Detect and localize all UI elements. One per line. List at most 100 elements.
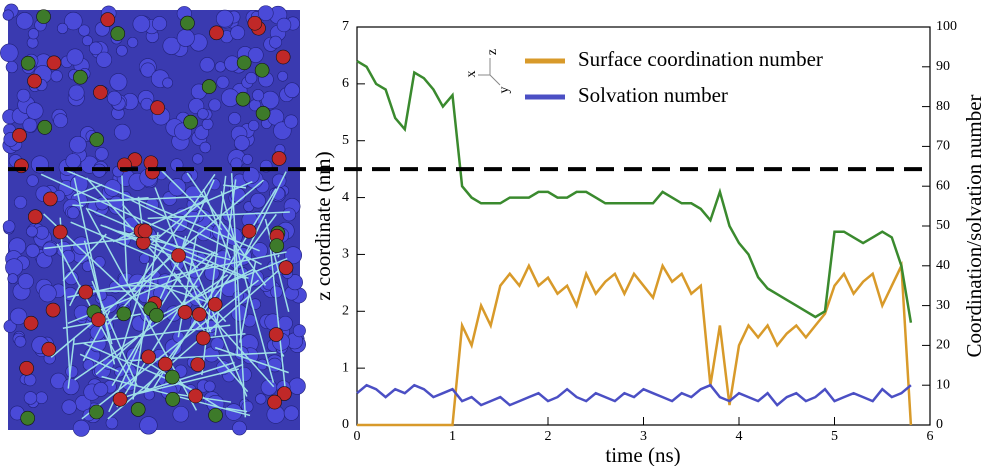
atom xyxy=(66,206,80,220)
ion xyxy=(130,402,146,417)
y2-tick-label: 30 xyxy=(936,298,950,313)
atom xyxy=(53,113,68,128)
atom xyxy=(292,324,306,338)
y-tick-label: 5 xyxy=(342,133,349,148)
atom xyxy=(277,70,289,82)
atom xyxy=(234,135,250,151)
atom xyxy=(26,102,44,120)
atom xyxy=(232,420,247,436)
ion xyxy=(209,25,224,41)
x-tick-label: 1 xyxy=(449,429,456,444)
molecular-snapshot xyxy=(0,3,307,437)
carbon-bond xyxy=(72,204,84,207)
ion xyxy=(36,9,51,24)
atom xyxy=(201,118,214,130)
atom xyxy=(96,51,113,68)
atom xyxy=(26,225,38,238)
atom xyxy=(82,359,95,371)
atom xyxy=(27,28,39,40)
series-line xyxy=(356,383,912,407)
ion xyxy=(183,114,198,130)
ion xyxy=(207,297,223,312)
ion xyxy=(23,315,39,331)
icon-label: x xyxy=(464,71,479,78)
atom xyxy=(247,47,264,63)
atom xyxy=(14,335,27,348)
ion xyxy=(275,49,291,65)
ion xyxy=(177,304,193,320)
series-line xyxy=(357,260,913,427)
atom xyxy=(61,399,77,415)
ion xyxy=(278,260,294,275)
carbon-bond xyxy=(112,199,206,243)
atom xyxy=(81,35,93,47)
atom xyxy=(248,119,260,132)
ion xyxy=(268,327,284,342)
carbon-bond xyxy=(67,251,287,298)
carbon-bond xyxy=(145,360,220,409)
atom xyxy=(172,405,189,423)
ion xyxy=(247,15,263,31)
atom xyxy=(16,12,34,30)
ion xyxy=(277,386,292,401)
y2-tick-label: 40 xyxy=(936,258,950,273)
carbon-bond xyxy=(151,196,208,244)
x-axis-label: time (ns) xyxy=(605,443,680,466)
legend-label: Solvation number xyxy=(578,83,728,107)
atom xyxy=(197,108,209,120)
y2-tick-label: 100 xyxy=(936,19,957,34)
atom xyxy=(176,28,195,47)
atom xyxy=(262,276,277,291)
atom xyxy=(72,419,90,437)
atom xyxy=(228,112,242,126)
y-tick-label: 6 xyxy=(342,76,349,91)
atom xyxy=(225,403,243,421)
atom xyxy=(162,77,174,89)
atom xyxy=(68,84,85,101)
atom xyxy=(192,153,204,165)
atom xyxy=(50,70,63,83)
carbon-bond xyxy=(62,233,107,282)
ion xyxy=(41,341,57,357)
ion xyxy=(112,391,128,407)
atom xyxy=(17,273,34,290)
atom xyxy=(132,15,151,33)
carbon-bond xyxy=(233,244,239,357)
carbon-bond xyxy=(160,169,223,231)
ion xyxy=(195,330,211,346)
atom xyxy=(255,393,267,405)
atom xyxy=(69,135,87,154)
atom xyxy=(89,41,103,56)
ion xyxy=(150,100,165,116)
atom xyxy=(127,36,139,48)
carbon-bond xyxy=(86,177,275,388)
carbon-bond xyxy=(50,179,265,358)
y2-tick-label: 20 xyxy=(936,338,950,353)
ion xyxy=(141,349,156,365)
atom xyxy=(257,5,274,21)
carbon-bond xyxy=(187,251,214,275)
atom xyxy=(252,89,265,102)
carbon-bond xyxy=(214,346,289,374)
ion xyxy=(158,356,173,372)
ion xyxy=(192,307,207,322)
atom xyxy=(42,241,58,257)
carbon-bond xyxy=(83,342,202,395)
ion xyxy=(180,15,195,31)
atom xyxy=(2,220,16,233)
x-tick-label: 5 xyxy=(831,429,838,444)
carbon-bond xyxy=(73,324,231,346)
ion xyxy=(45,302,61,318)
carbon-bond xyxy=(121,175,128,282)
atom xyxy=(22,117,38,133)
carbon-bond xyxy=(40,173,219,256)
y-tick-label: 7 xyxy=(342,19,349,34)
atom xyxy=(284,246,303,265)
atom xyxy=(140,62,156,78)
ion xyxy=(19,361,34,376)
carbon-bond xyxy=(81,279,259,420)
atom xyxy=(5,60,18,74)
atom xyxy=(23,391,38,405)
atom xyxy=(168,178,187,197)
